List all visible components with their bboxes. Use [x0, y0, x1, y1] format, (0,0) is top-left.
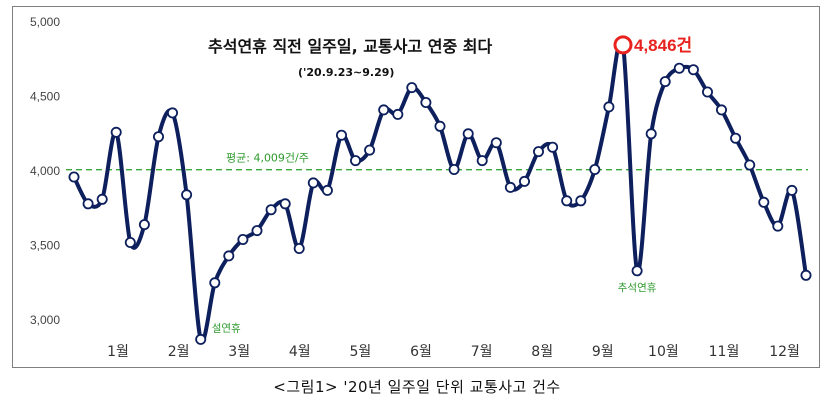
x-tick-label: 10월 — [648, 344, 679, 360]
chart-frame — [12, 6, 820, 368]
data-point — [279, 198, 291, 210]
y-tick-label: 4,000 — [30, 164, 60, 178]
data-point — [96, 193, 108, 205]
data-point — [547, 141, 559, 153]
data-point — [476, 155, 488, 167]
data-point — [589, 163, 601, 175]
data-point — [758, 196, 770, 208]
data-point — [152, 131, 164, 143]
data-point — [349, 155, 361, 167]
x-tick-label: 2월 — [168, 344, 190, 360]
data-point — [195, 333, 207, 345]
average-label: 평균: 4,009건/주 — [226, 152, 309, 165]
data-point — [800, 269, 812, 281]
data-point — [364, 144, 376, 156]
data-point — [533, 146, 545, 158]
x-tick-label: 8월 — [531, 344, 553, 360]
peak-label: 4,846건 — [634, 36, 692, 55]
data-point — [772, 220, 784, 232]
data-point — [378, 104, 390, 116]
data-point — [293, 242, 305, 254]
line-chart: 3,000 3,500 4,000 4,500 5,000 1월 2월 3월 4월 5월 6월 7월… — [30, 15, 812, 360]
data-point — [265, 204, 277, 216]
data-point — [561, 195, 573, 207]
data-point — [702, 86, 714, 98]
y-tick-label: 3,000 — [30, 313, 60, 327]
peak-marker — [613, 35, 633, 55]
data-point — [448, 163, 460, 175]
data-point — [68, 171, 80, 183]
data-point — [223, 250, 235, 262]
x-tick-label: 5월 — [350, 344, 372, 360]
x-tick-label: 4월 — [289, 344, 311, 360]
data-point — [687, 64, 699, 76]
x-tick-label: 9월 — [592, 344, 614, 360]
data-point — [716, 104, 728, 116]
chart-subtitle: ('20.9.23~9.29) — [298, 66, 394, 79]
x-tick-label: 11월 — [709, 344, 740, 360]
data-point — [251, 225, 263, 237]
annotation-seollal: 설연휴 — [212, 322, 241, 334]
data-point — [504, 181, 516, 193]
data-point — [490, 137, 502, 149]
data-point — [166, 107, 178, 119]
y-axis: 3,000 3,500 4,000 4,500 5,000 — [30, 15, 60, 327]
data-point — [631, 265, 643, 277]
data-point — [82, 198, 94, 210]
chart-title: 추석연휴 직전 일주일, 교통사고 연중 최다 — [208, 37, 492, 56]
x-axis: 1월 2월 3월 4월 5월 6월 7월 8월 9월 10월 11월 12월 — [107, 344, 800, 360]
data-point — [744, 159, 756, 171]
data-point — [124, 236, 136, 248]
y-tick-label: 5,000 — [30, 15, 60, 29]
data-points — [68, 62, 812, 345]
data-point — [181, 189, 193, 201]
x-tick-label: 7월 — [471, 344, 493, 360]
data-point — [406, 82, 418, 94]
x-tick-label: 12월 — [769, 344, 800, 360]
data-point — [138, 219, 150, 231]
data-point — [237, 233, 249, 245]
data-point — [673, 62, 685, 74]
data-point — [392, 108, 404, 120]
data-point — [575, 195, 587, 207]
y-tick-label: 3,500 — [30, 239, 60, 253]
data-point — [603, 101, 615, 113]
data-point — [110, 126, 122, 138]
data-point — [519, 175, 531, 187]
data-point — [420, 97, 432, 109]
data-point — [730, 132, 742, 144]
data-point — [321, 184, 333, 196]
annotation-chuseok: 추석연휴 — [618, 282, 657, 294]
data-point — [659, 76, 671, 88]
data-point — [462, 128, 474, 140]
x-tick-label: 1월 — [107, 344, 129, 360]
data-point — [434, 120, 446, 132]
data-point — [209, 277, 221, 289]
y-tick-label: 4,500 — [30, 90, 60, 104]
x-tick-label: 3월 — [228, 344, 250, 360]
data-point — [645, 128, 657, 140]
data-point — [335, 129, 347, 141]
x-tick-label: 6월 — [410, 344, 432, 360]
data-point — [307, 177, 319, 189]
figure-caption: <그림1> '20년 일주일 단위 교통사고 건수 — [273, 378, 561, 396]
data-point — [786, 184, 798, 196]
